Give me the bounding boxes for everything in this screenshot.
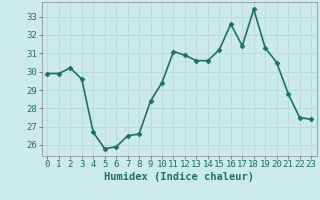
X-axis label: Humidex (Indice chaleur): Humidex (Indice chaleur)	[104, 172, 254, 182]
